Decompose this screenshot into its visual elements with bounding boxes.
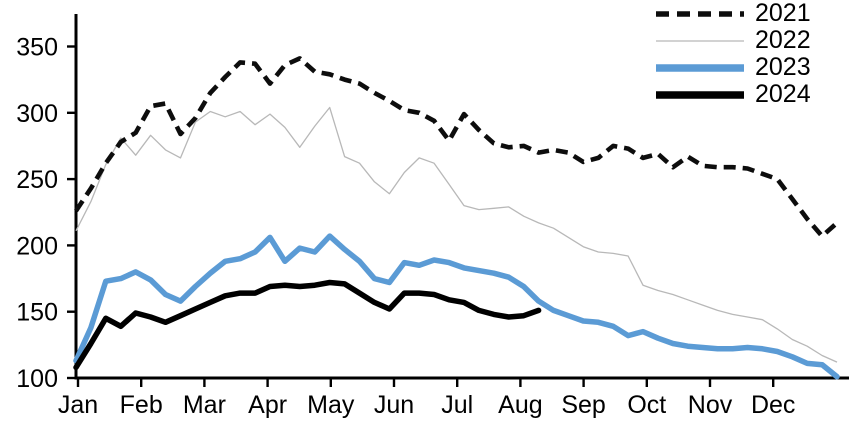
legend-label-2022: 2022 (755, 26, 811, 54)
x-tick-label: Jun (374, 391, 414, 419)
chart-legend: 2021 2022 2023 2024 (654, 0, 811, 108)
y-tick-label: 100 (16, 365, 58, 393)
legend-line-sample-thin (656, 39, 744, 42)
y-tick-label: 350 (16, 34, 58, 62)
y-tick-label: 200 (16, 232, 58, 260)
legend-label-2024: 2024 (755, 80, 811, 108)
x-tick-label: Oct (627, 391, 666, 419)
legend-label-2023: 2023 (755, 53, 811, 81)
series-line-2023 (73, 233, 840, 380)
y-tick-label: 150 (16, 299, 58, 327)
legend-line-sample-dashed (656, 10, 744, 17)
legend-item-2022: 2022 (654, 27, 811, 54)
y-tick-label: 250 (16, 166, 58, 194)
x-tick-label: Mar (183, 391, 226, 419)
y-tick-label: 300 (16, 100, 58, 128)
x-tick-label: Aug (498, 391, 542, 419)
x-tick-label: Nov (688, 391, 733, 419)
x-tick-label: Jan (58, 391, 98, 419)
legend-label-2021: 2021 (755, 0, 811, 27)
x-tick-label: Dec (751, 391, 795, 419)
series-line-2024 (73, 279, 542, 371)
x-tick-label: Feb (120, 391, 163, 419)
series-line-2021 (74, 56, 839, 239)
x-tick-label: Apr (248, 391, 287, 419)
series-line-2022 (75, 106, 838, 363)
x-tick-label: May (307, 391, 355, 419)
legend-line-sample-blue (656, 63, 744, 72)
x-tick-label: Jul (441, 391, 473, 419)
legend-item-2024: 2024 (654, 81, 811, 108)
legend-line-sample-black (656, 90, 744, 99)
legend-item-2023: 2023 (654, 54, 811, 81)
legend-item-2021: 2021 (654, 0, 811, 27)
x-tick-label: Sep (561, 391, 605, 419)
